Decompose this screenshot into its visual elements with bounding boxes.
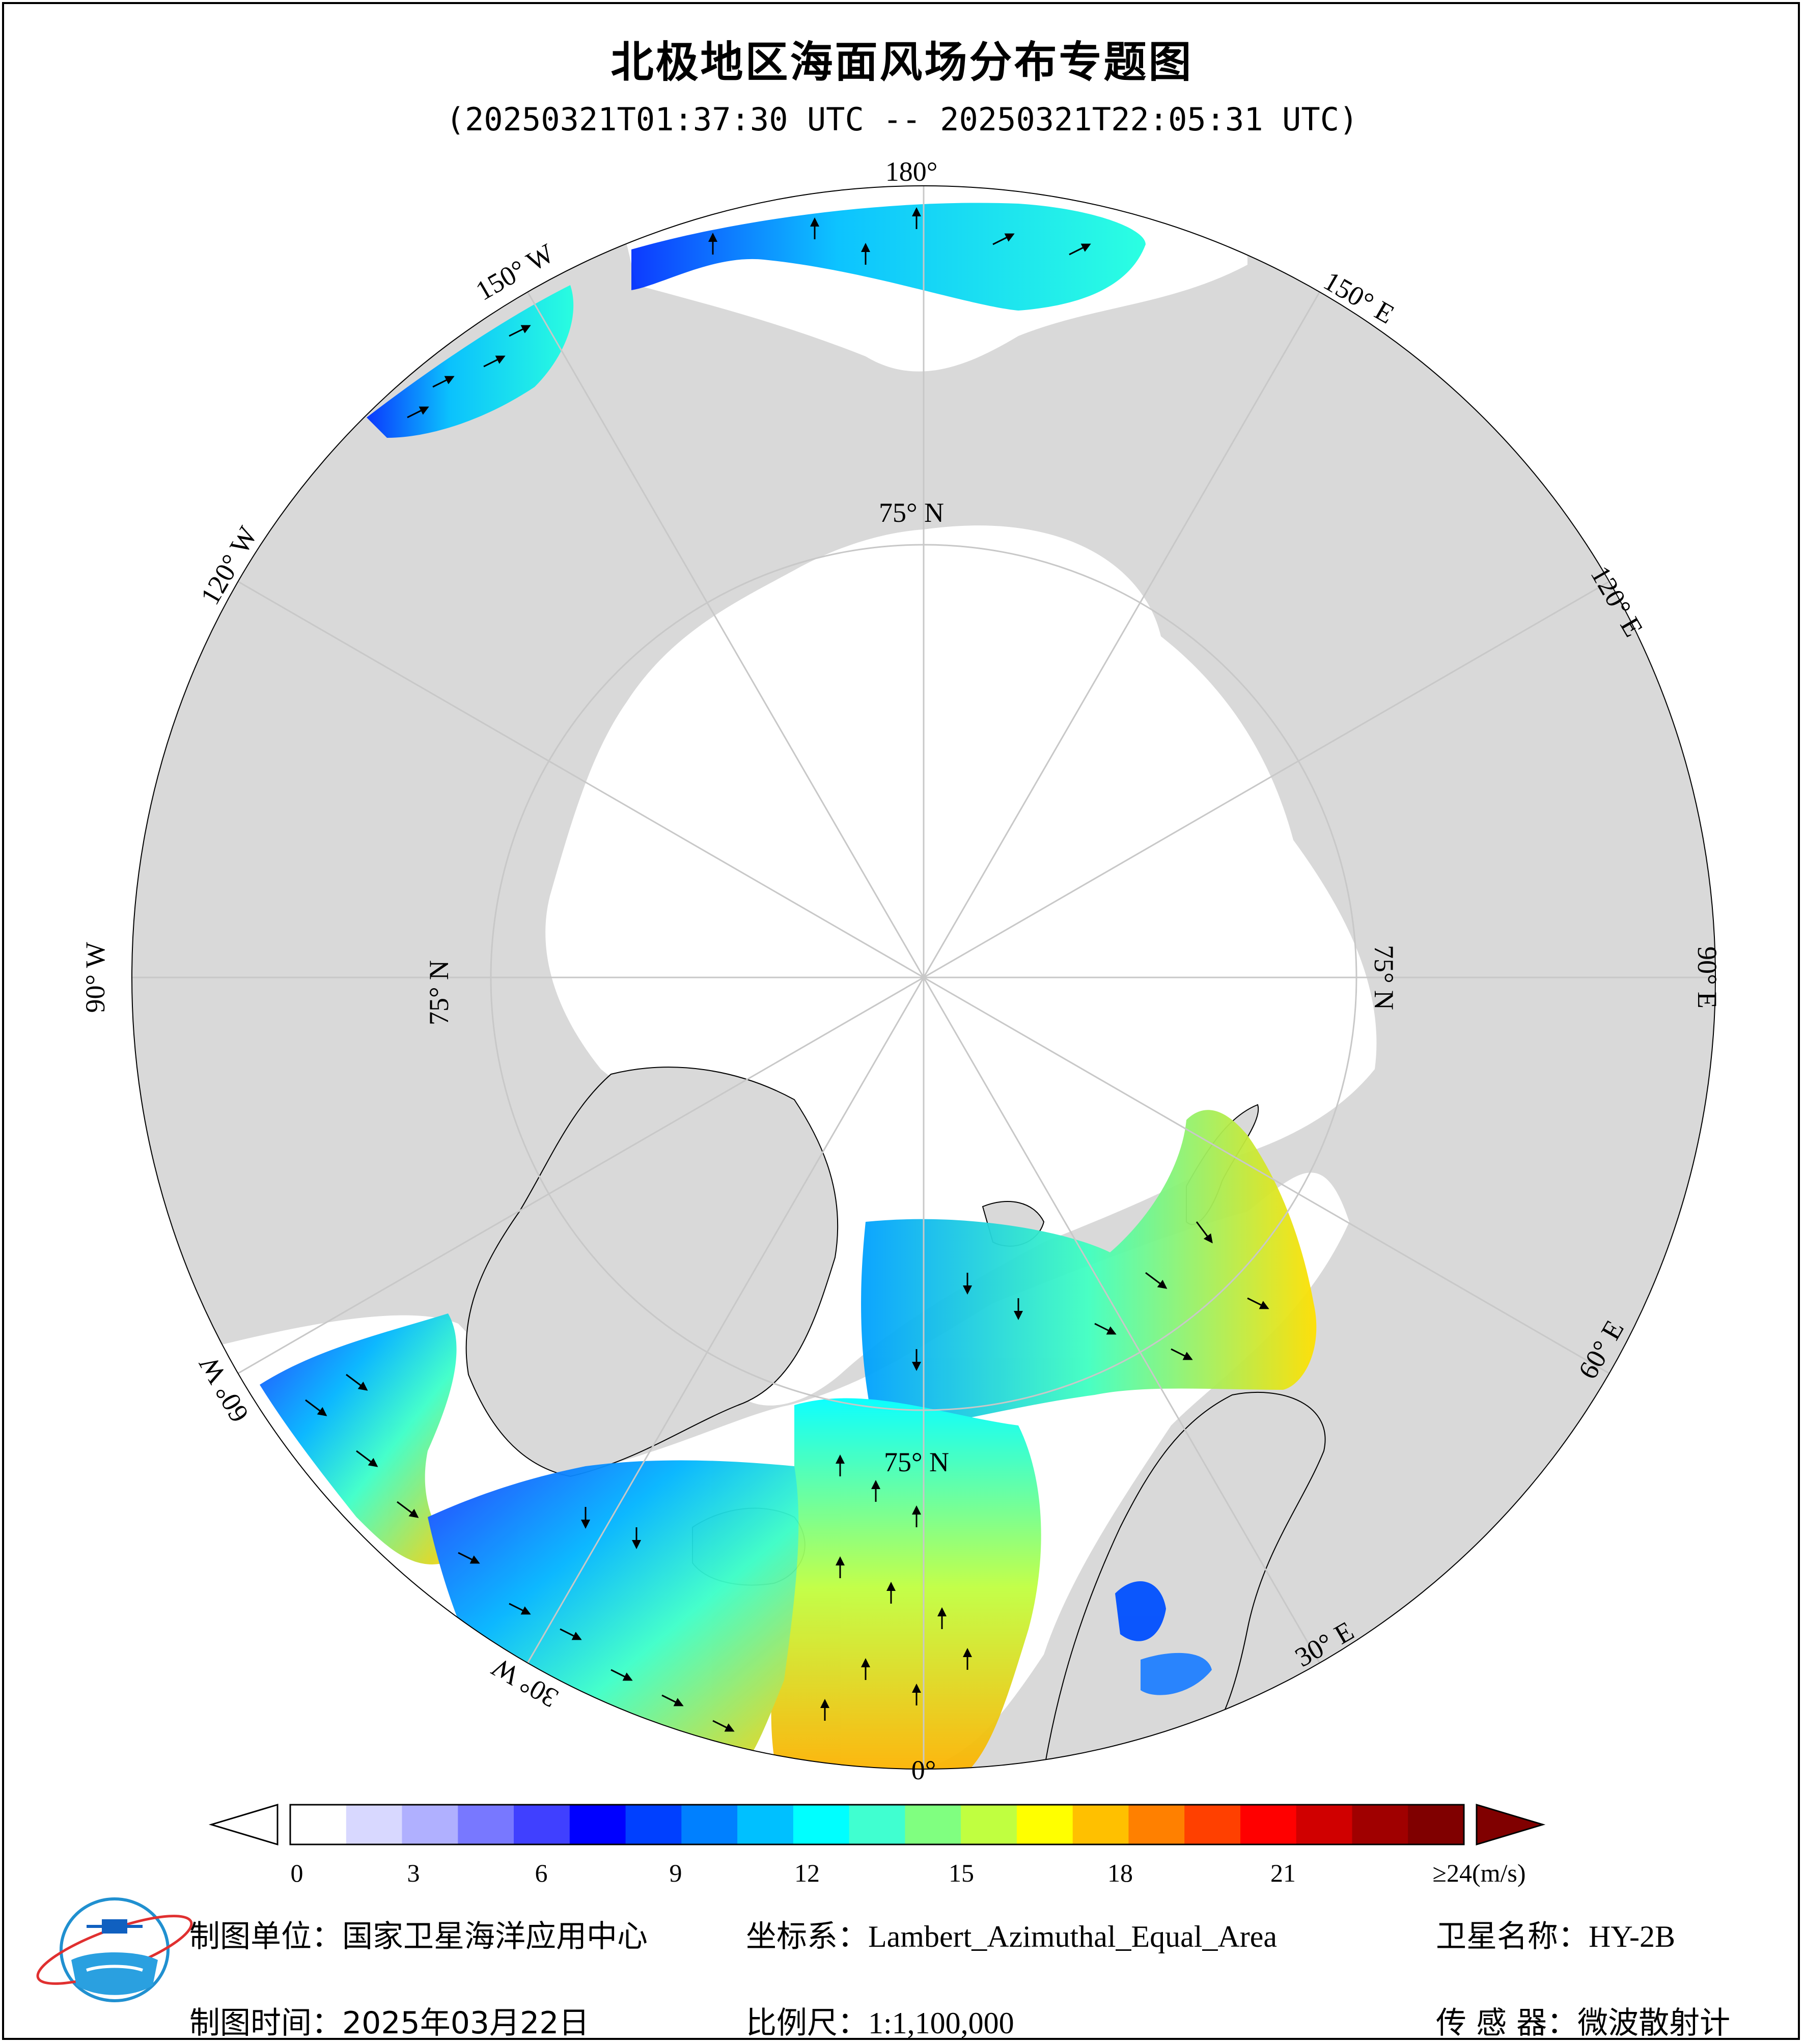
swath-barents [861,1110,1317,1436]
footer-unit-value: 国家卫星海洋应用中心 [342,1919,648,1954]
map-boundary [131,185,1716,1770]
footer-satellite: 卫星名称：HY-2B [1436,1912,1675,1956]
colorbar-segment [737,1805,794,1844]
colorbar-segment [1240,1805,1297,1844]
colorbar-segment [793,1805,850,1844]
colorbar [208,1803,1546,1846]
footer-crs-label: 坐标系： [746,1919,868,1954]
footer-sat-label: 卫星名称： [1436,1919,1589,1954]
tick-18: 18 [1107,1859,1133,1887]
footer-scale: 比例尺：1:1,100,000 [746,1998,1014,2042]
swath-atlantic [428,1460,799,1769]
greenland [465,1067,839,1477]
colorbar-segment [1184,1805,1241,1844]
colorbar-segment [346,1805,403,1844]
tick-0: 0 [290,1859,303,1887]
footer-sat-value: HY-2B [1589,1920,1676,1953]
colorbar-segment [681,1805,738,1844]
colorbar-over-arrow [1476,1803,1546,1846]
tick-12: 12 [794,1859,820,1887]
label-75n-left: 75° N [424,960,454,1025]
swath-alaska [367,285,574,438]
colorbar-segment [1128,1805,1185,1844]
colorbar-segment [905,1805,961,1844]
colorbar-under-arrow [208,1803,279,1846]
time-range: (20250321T01:37:30 UTC -- 20250321T22:05… [446,101,1358,138]
colorbar-outline [289,1804,1465,1845]
colorbar-segments [290,1805,1464,1844]
map-title: 北极地区海面风场分布专题图 [610,37,1194,87]
colorbar-segment [849,1805,905,1844]
footer-sensor-value: 微波散射计 [1577,2005,1731,2041]
footer-date-value: 2025年03月22日 [342,2005,590,2041]
colorbar-segment [961,1805,1017,1844]
swath-baltic-south [1141,1653,1212,1695]
label-75n-bottom: 75° N [884,1447,949,1477]
wind-vectors [305,207,1269,1732]
footer-scale-value: 1:1,100,000 [868,2006,1014,2040]
swath-bering [631,203,1146,311]
swath-baltic [1115,1581,1166,1641]
colorbar-segment [1072,1805,1129,1844]
label-90e: 90° E [1692,946,1723,1009]
footer-crs-value: Lambert_Azimuthal_Equal_Area [868,1920,1278,1953]
colorbar-segment [458,1805,514,1844]
colorbar-segment [290,1805,347,1844]
footer-unit: 制图单位：国家卫星海洋应用中心 [189,1912,648,1956]
tick-21: 21 [1270,1859,1296,1887]
nsoas-logo [36,1897,193,2002]
label-90w: 90° W [80,942,110,1013]
footer-sensor-label: 传 感 器： [1436,2005,1578,2041]
map-disk [132,186,1715,1769]
label-0: 0° [911,1755,936,1785]
label-180: 180° [885,156,938,187]
label-75n-right: 75° N [1369,945,1399,1010]
footer-unit-label: 制图单位： [189,1919,342,1954]
colorbar-segment [625,1805,682,1844]
colorbar-segment [1408,1805,1464,1844]
swath-labrador [260,1313,458,1564]
footer-date: 制图时间：2025年03月22日 [189,1998,589,2042]
tick-24-unit: ≥24(m/s) [1432,1859,1526,1887]
scandinavia [1043,1391,1326,1769]
tick-6: 6 [535,1859,548,1887]
colorbar-segment [1352,1805,1408,1844]
colorbar-segment [514,1805,570,1844]
footer-crs: 坐标系：Lambert_Azimuthal_Equal_Area [746,1912,1277,1956]
colorbar-segment [1016,1805,1073,1844]
label-75n-top: 75° N [879,497,944,528]
colorbar-segment [402,1805,458,1844]
tick-15: 15 [949,1859,974,1887]
colorbar-segment [1296,1805,1353,1844]
colorbar-segment [569,1805,626,1844]
swath-norwegian [771,1398,1041,1769]
footer-scale-label: 比例尺： [746,2005,868,2041]
tick-9: 9 [669,1859,682,1887]
footer-sensor: 传 感 器：微波散射计 [1436,1998,1730,2042]
graticule [132,186,1715,1769]
tick-3: 3 [407,1859,420,1887]
footer-date-label: 制图时间： [189,2005,342,2041]
